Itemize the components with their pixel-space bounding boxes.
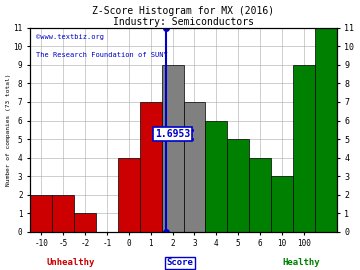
Title: Z-Score Histogram for MX (2016)
Industry: Semiconductors: Z-Score Histogram for MX (2016) Industry… [93, 6, 275, 27]
Bar [52, 195, 74, 232]
Text: ©www.textbiz.org: ©www.textbiz.org [36, 34, 104, 40]
Bar [118, 157, 140, 232]
Bar [206, 120, 227, 232]
Bar [162, 65, 184, 232]
Bar [271, 176, 293, 232]
Bar [74, 213, 96, 232]
Text: Unhealthy: Unhealthy [47, 258, 95, 267]
Bar [184, 102, 206, 232]
Bar [249, 157, 271, 232]
Bar [140, 102, 162, 232]
Text: Score: Score [167, 258, 193, 267]
Bar [30, 195, 52, 232]
Y-axis label: Number of companies (73 total): Number of companies (73 total) [5, 73, 10, 186]
Bar [227, 139, 249, 232]
Text: 1.6953: 1.6953 [155, 129, 190, 139]
Text: The Research Foundation of SUNY: The Research Foundation of SUNY [36, 52, 168, 58]
Text: Healthy: Healthy [283, 258, 320, 267]
Bar [315, 28, 337, 232]
Bar [293, 65, 315, 232]
